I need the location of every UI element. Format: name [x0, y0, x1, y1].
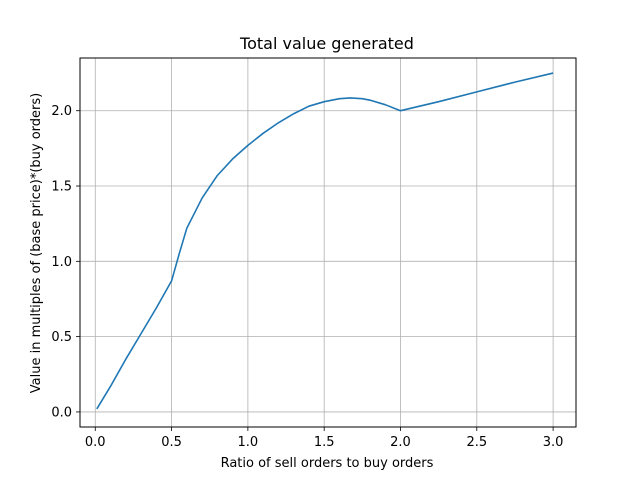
- x-axis-label: Ratio of sell orders to buy orders: [221, 456, 434, 471]
- x-tick-label: 0.5: [161, 435, 182, 450]
- grid: [80, 58, 576, 427]
- ticks: 0.0 0.5 1.0 1.5 2.0 2.5 3.0 0.0 0.5 1.0 1.5 2.0: [51, 104, 563, 450]
- series-group: [96, 72, 554, 410]
- y-tick-label: 0.5: [51, 330, 72, 345]
- series-line: [96, 72, 554, 410]
- y-axis-label: Value in multiples of (base price)*(buy …: [29, 93, 44, 394]
- chart-title: Total value generated: [239, 34, 414, 53]
- x-tick-label: 0.0: [85, 435, 106, 450]
- x-tick-label: 2.0: [390, 435, 411, 450]
- y-tick-label: 2.0: [51, 104, 72, 119]
- y-tick-label: 1.0: [51, 255, 72, 270]
- plot-frame: [79, 57, 577, 428]
- y-tick-label: 0.0: [51, 405, 72, 420]
- x-tick-label: 1.0: [238, 435, 259, 450]
- x-tick-label: 1.5: [314, 435, 335, 450]
- x-tick-label: 2.5: [466, 435, 487, 450]
- y-tick-label: 1.5: [51, 180, 72, 195]
- x-tick-label: 3.0: [543, 435, 564, 450]
